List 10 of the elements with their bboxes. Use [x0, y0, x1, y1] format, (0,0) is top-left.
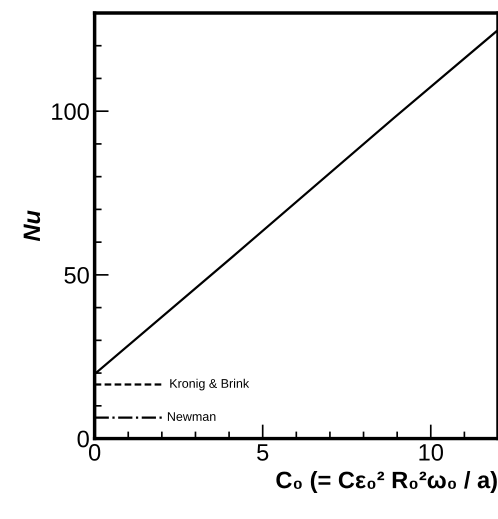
- y-tick-label: 50: [64, 266, 89, 284]
- x-tick-label: 5: [257, 444, 268, 461]
- x-axis-title: C₀ (= Cε₀² R₀²ω₀ / a): [276, 470, 497, 493]
- series-label: Newman: [168, 412, 216, 421]
- x-tick-label: 10: [419, 444, 443, 461]
- y-axis-title: Nu: [24, 210, 40, 242]
- y-tick-label: 0: [78, 430, 89, 448]
- series-label: Kronig & Brink: [170, 378, 250, 390]
- x-tick-label: 0: [88, 444, 100, 461]
- y-tick-label: 100: [52, 103, 89, 120]
